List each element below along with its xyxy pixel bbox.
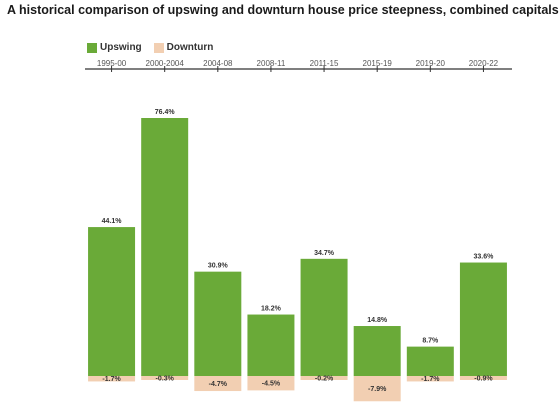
upswing-data-label: 30.9% xyxy=(208,263,229,270)
upswing-data-label: 76.4% xyxy=(155,109,176,116)
x-tick-label: 2000-2004 xyxy=(146,59,185,68)
x-tick-label: 2020-22 xyxy=(469,59,499,68)
chart-title: A historical comparison of upswing and d… xyxy=(7,3,559,17)
downturn-bar xyxy=(353,376,401,402)
upswing-bar xyxy=(88,227,136,376)
x-tick-label: 2008-11 xyxy=(257,59,286,68)
downturn-data-label: -1.7% xyxy=(102,376,121,383)
x-tick-label: 2004-08 xyxy=(203,59,233,68)
upswing-bar xyxy=(459,262,507,376)
downturn-data-label: -0.3% xyxy=(156,376,175,383)
upswing-bar xyxy=(406,346,454,376)
upswing-data-label: 8.7% xyxy=(422,338,439,345)
upswing-data-label: 14.8% xyxy=(367,317,388,324)
upswing-data-label: 34.7% xyxy=(314,250,335,257)
legend-swatch-downturn xyxy=(153,42,164,53)
upswing-data-label: 33.6% xyxy=(474,254,495,261)
upswing-bar xyxy=(247,314,295,376)
downturn-bar xyxy=(247,376,295,391)
legend-item-downturn: Downturn xyxy=(153,42,214,53)
downturn-bar xyxy=(406,376,454,382)
downturn-bar xyxy=(194,376,242,392)
x-tick-label: 2019-20 xyxy=(416,59,446,68)
upswing-bar xyxy=(300,258,348,376)
legend-swatch-upswing xyxy=(87,42,97,53)
x-tick-label: 1995-00 xyxy=(97,59,127,68)
upswing-bar xyxy=(353,326,401,376)
legend-label-downturn: Downturn xyxy=(166,42,214,53)
legend-item-upswing: Upswing xyxy=(87,42,142,53)
x-tick-label: 2011-15 xyxy=(310,59,339,68)
downturn-data-label: -4.7% xyxy=(209,381,228,388)
downturn-data-label: -4.5% xyxy=(262,381,281,388)
chart-legend: Upswing Downturn xyxy=(87,42,213,53)
legend-label-upswing: Upswing xyxy=(100,42,142,53)
downturn-data-label: -0.9% xyxy=(474,376,493,383)
downturn-bar xyxy=(459,376,507,380)
downturn-data-label: -7.9% xyxy=(368,386,387,393)
upswing-bar xyxy=(141,118,189,376)
downturn-bar xyxy=(141,376,189,380)
upswing-data-label: 18.2% xyxy=(261,306,282,313)
upswing-data-label: 44.1% xyxy=(102,218,123,225)
downturn-data-label: -1.7% xyxy=(421,376,440,383)
downturn-bar xyxy=(300,376,348,380)
downturn-bar xyxy=(88,376,136,382)
downturn-data-label: -0.2% xyxy=(315,376,334,383)
x-tick-label: 2015-19 xyxy=(363,59,393,68)
upswing-bar xyxy=(194,271,242,376)
